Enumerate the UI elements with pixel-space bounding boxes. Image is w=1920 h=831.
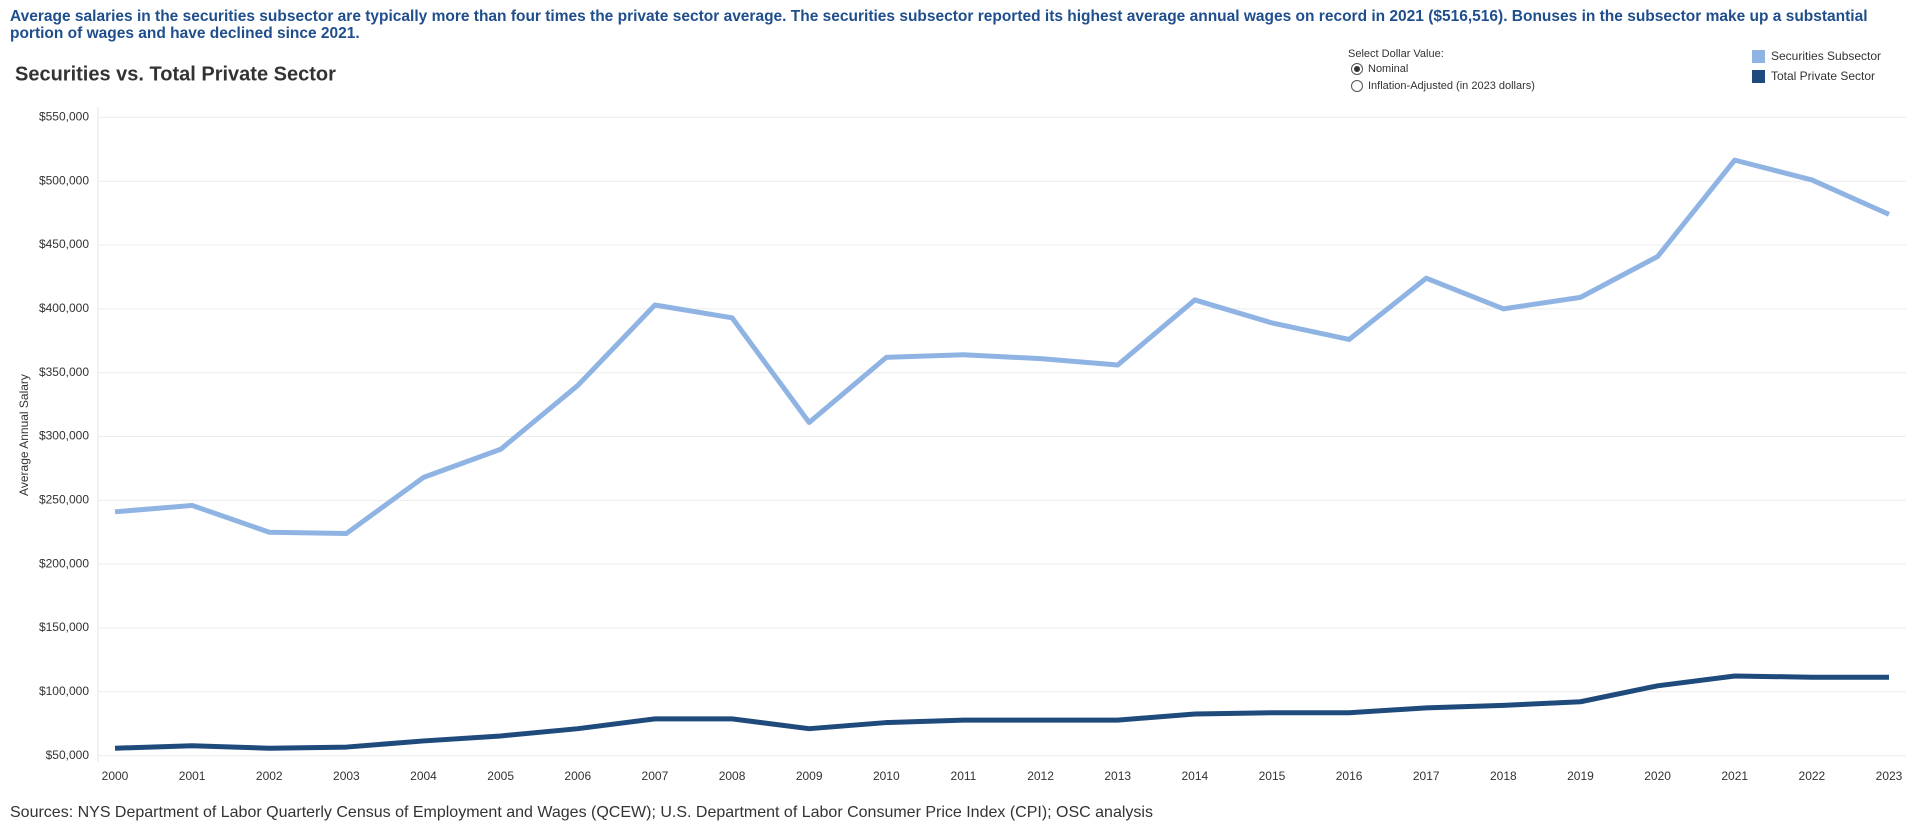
x-tick-label: 2009 (796, 769, 823, 783)
x-tick-label: 2001 (179, 769, 206, 783)
x-tick-label: 2021 (1721, 769, 1748, 783)
x-tick-label: 2004 (410, 769, 437, 783)
y-tick-label: $400,000 (39, 301, 89, 315)
x-tick-label: 2007 (642, 769, 669, 783)
x-tick-label: 2006 (564, 769, 591, 783)
x-tick-label: 2010 (873, 769, 900, 783)
x-tick-label: 2018 (1490, 769, 1517, 783)
y-tick-label: $150,000 (39, 620, 89, 634)
y-tick-label: $550,000 (39, 110, 89, 124)
y-tick-label: $200,000 (39, 556, 89, 570)
chart-title: Securities vs. Total Private Sector (15, 63, 336, 85)
sources: Sources: NYS Department of Labor Quarter… (10, 804, 1153, 821)
series-line (114, 673, 1889, 751)
x-tick-label: 2017 (1413, 769, 1440, 783)
legend-swatch (1752, 50, 1765, 63)
radio-button[interactable] (1351, 80, 1363, 92)
radio-dot (1354, 66, 1360, 72)
y-tick-label: $300,000 (39, 429, 89, 443)
x-tick-label: 2016 (1336, 769, 1363, 783)
x-tick-label: 2002 (256, 769, 283, 783)
x-tick-label: 2022 (1799, 769, 1826, 783)
radio-label[interactable]: Nominal (1368, 63, 1408, 75)
x-tick-label: 2011 (951, 769, 977, 783)
radio-group: Nominal Inflation-Adjusted (in 2023 dolla… (1351, 63, 1535, 92)
legend-label: Securities Subsector (1771, 49, 1881, 63)
x-tick-label: 2013 (1104, 769, 1131, 783)
legend: Securities Subsector Total Private Sector (1752, 49, 1881, 83)
y-tick-label: $350,000 (39, 365, 89, 379)
x-tick-label: 2014 (1181, 769, 1208, 783)
y-tick-label: $100,000 (39, 684, 89, 698)
y-tick-label: $50,000 (46, 748, 90, 762)
radio-label[interactable]: Inflation-Adjusted (in 2023 dollars) (1368, 80, 1535, 92)
y-tick-label: $450,000 (39, 237, 89, 251)
y-tick-label: $250,000 (39, 492, 89, 506)
x-tick-label: 2015 (1259, 769, 1286, 783)
x-tick-label: 2003 (333, 769, 360, 783)
control-label: Select Dollar Value: (1348, 48, 1444, 60)
legend-swatch (1752, 70, 1765, 83)
y-axis-label: Average Annual Salary (17, 374, 31, 496)
series-line (114, 157, 1891, 537)
x-tick-label: 2000 (102, 769, 129, 783)
x-tick-label: 2012 (1027, 769, 1054, 783)
x-tick-label: 2005 (487, 769, 514, 783)
x-tick-label: 2020 (1644, 769, 1671, 783)
legend-label: Total Private Sector (1771, 69, 1875, 83)
x-tick-label: 2023 (1876, 769, 1903, 783)
y-tick-label: $500,000 (39, 173, 89, 187)
description: Average salaries in the securities subse… (10, 8, 1868, 42)
x-tick-label: 2008 (719, 769, 746, 783)
x-tick-label: 2019 (1567, 769, 1594, 783)
